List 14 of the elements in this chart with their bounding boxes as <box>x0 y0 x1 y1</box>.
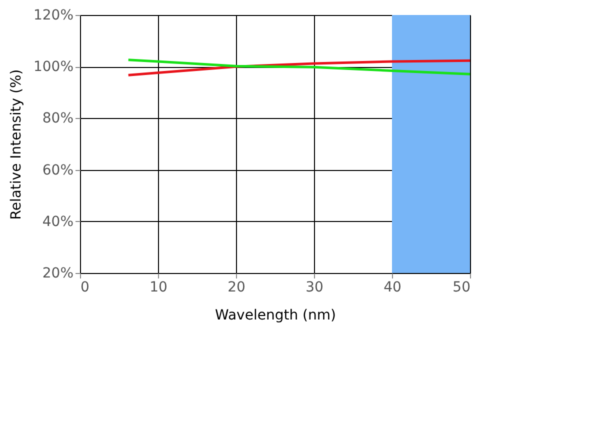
x-tick-label: 0 <box>80 280 90 296</box>
x-tick-label: 40 <box>384 280 402 296</box>
y-axis-title: Relative Intensity (%) <box>8 69 24 220</box>
y-tick-label: 20% <box>42 266 74 282</box>
y-tick-label: 60% <box>42 162 74 178</box>
y-tick-label: 120% <box>33 8 74 24</box>
x-tick-label: 30 <box>306 280 324 296</box>
x-tick-label: 50 <box>452 280 470 296</box>
x-tick-label: 10 <box>150 280 168 296</box>
y-tick-label: 100% <box>33 59 74 76</box>
y-tick-label: 80% <box>42 110 74 127</box>
x-tick-label: 20 <box>228 280 246 296</box>
x-axis-title: Wavelength (nm) <box>215 308 336 324</box>
y-tick-label: 40% <box>42 214 74 230</box>
